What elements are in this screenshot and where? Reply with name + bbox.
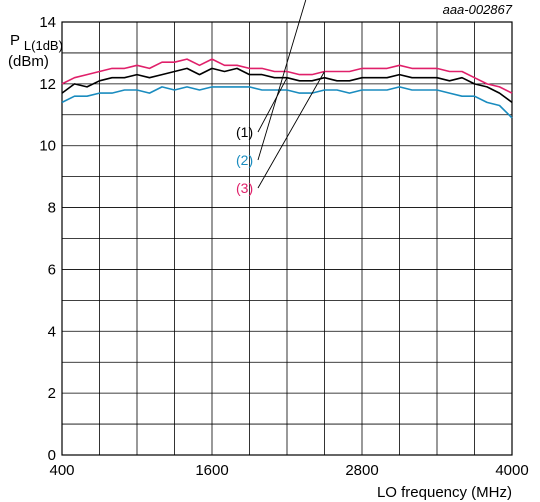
x-tick-label: 1600 <box>195 462 228 479</box>
callout-leader-line <box>257 77 288 133</box>
y-axis-ticks: 0 2 4 6 8 10 12 14 <box>39 14 56 464</box>
x-axis-ticks: 400 1600 2800 4000 <box>49 462 528 479</box>
x-tick-label: 2800 <box>345 462 378 479</box>
x-tick-label: 4000 <box>495 462 528 479</box>
series-line-3 <box>61 58 513 94</box>
y-tick-label: 0 <box>48 447 56 464</box>
plot-frame <box>61 21 513 456</box>
y-tick-label: 14 <box>39 14 56 31</box>
y-tick-label: 10 <box>39 138 56 155</box>
y-axis-title: P L(1dB) <box>10 32 63 53</box>
y-axis-symbol: P <box>10 32 20 49</box>
y-axis-unit: (dBm) <box>8 53 49 70</box>
y-tick-label: 4 <box>48 323 56 340</box>
figure-id: aaa-002867 <box>443 2 513 17</box>
grid <box>62 22 512 455</box>
y-tick-label: 12 <box>39 76 56 93</box>
x-axis-title: LO frequency (MHz) <box>377 484 512 501</box>
series-label: (2) <box>236 152 253 168</box>
series-label: (3) <box>236 180 253 196</box>
series-line-2 <box>61 86 513 119</box>
y-axis-subscript: L(1dB) <box>24 38 63 53</box>
callout-leader-line <box>257 0 307 161</box>
y-tick-label: 2 <box>48 385 56 402</box>
callout-leader-line <box>257 71 325 189</box>
y-tick-label: 8 <box>48 200 56 217</box>
y-tick-label: 6 <box>48 261 56 278</box>
x-tick-label: 400 <box>49 462 74 479</box>
series-callouts: (1) (2) (3) <box>236 0 325 196</box>
series-label: (1) <box>236 124 253 140</box>
